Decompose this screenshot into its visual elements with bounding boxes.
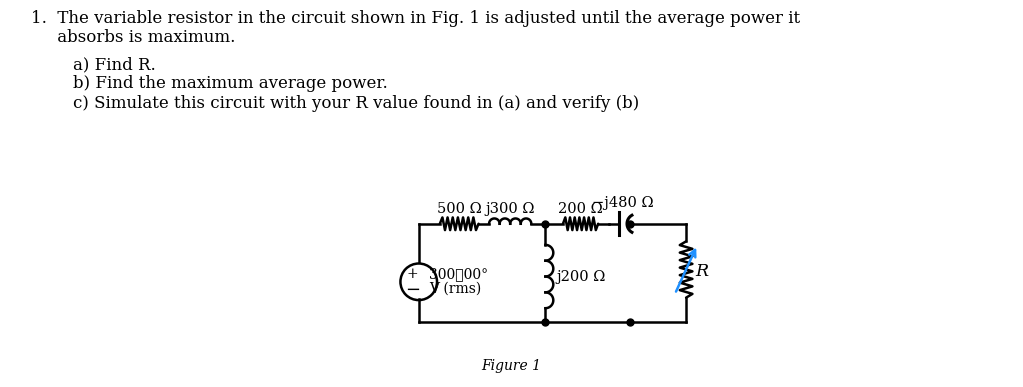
Text: R: R xyxy=(695,263,708,280)
Text: +: + xyxy=(406,267,418,281)
Text: −j480 Ω: −j480 Ω xyxy=(592,196,654,211)
Text: 1.  The variable resistor in the circuit shown in Fig. 1 is adjusted until the a: 1. The variable resistor in the circuit … xyxy=(31,10,800,27)
Text: j200 Ω: j200 Ω xyxy=(557,269,606,284)
Text: 500 Ω: 500 Ω xyxy=(437,202,482,216)
Text: j300 Ω: j300 Ω xyxy=(486,202,535,216)
Text: 300∡00°: 300∡00° xyxy=(430,267,488,281)
Text: 200 Ω: 200 Ω xyxy=(559,202,603,216)
Text: V (rms): V (rms) xyxy=(430,282,482,296)
Text: absorbs is maximum.: absorbs is maximum. xyxy=(31,29,235,46)
Text: Figure 1: Figure 1 xyxy=(482,360,541,373)
Text: a) Find R.: a) Find R. xyxy=(31,56,155,73)
Text: −: − xyxy=(405,281,420,299)
Text: b) Find the maximum average power.: b) Find the maximum average power. xyxy=(31,75,388,92)
Text: c) Simulate this circuit with your R value found in (a) and verify (b): c) Simulate this circuit with your R val… xyxy=(31,95,639,112)
